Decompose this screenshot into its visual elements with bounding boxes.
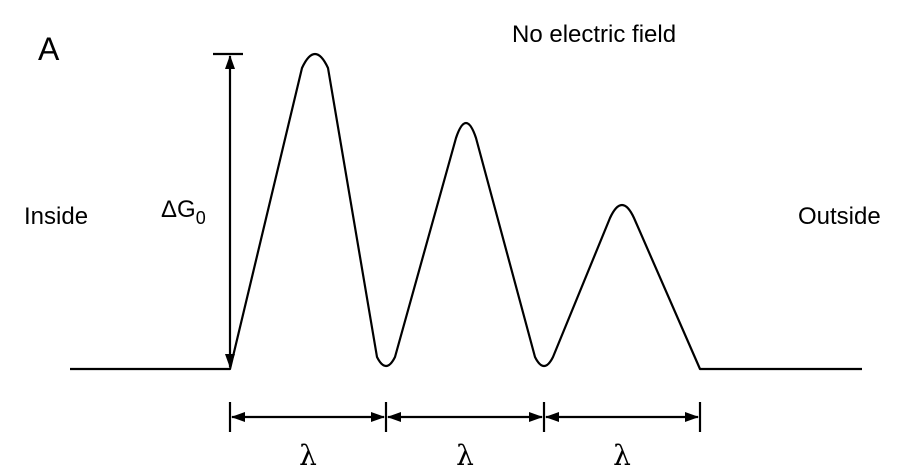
barrier-subscript: 0 [196, 208, 206, 228]
outside-label: Outside [798, 203, 881, 230]
spacing-label-1: λ [299, 439, 317, 472]
spacing-label-2: λ [456, 439, 474, 472]
diagram-title: No electric field [512, 21, 676, 48]
panel-label: A [38, 31, 60, 67]
inside-label: Inside [24, 203, 88, 230]
barrier-height-label: ΔG0 [161, 196, 206, 228]
barrier-symbol: ΔG [161, 196, 196, 223]
energy-profile-curve [70, 52, 862, 371]
spacing-label-3: λ [613, 439, 631, 472]
